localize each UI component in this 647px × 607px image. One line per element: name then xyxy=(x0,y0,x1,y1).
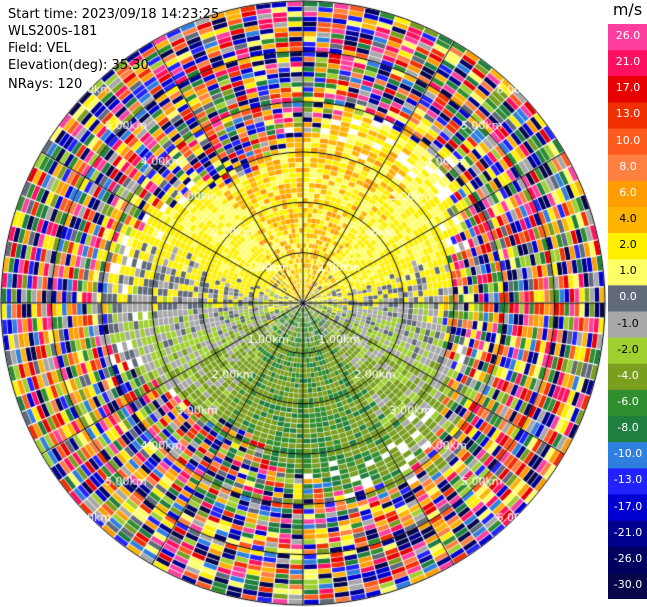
colorbar-swatch xyxy=(608,363,647,391)
colorbar-swatch xyxy=(608,389,647,417)
colorbar-tick-label: -26.0 xyxy=(613,551,643,565)
colorbar-swatch xyxy=(608,416,647,443)
field-label: Field: VEL xyxy=(8,41,71,56)
colorbar-swatch xyxy=(608,50,647,77)
colorbar-swatch xyxy=(608,546,647,574)
colorbar-tick-label: -6.0 xyxy=(617,394,639,408)
colorbar-tick-label: 21.0 xyxy=(615,55,641,69)
colorbar-swatch xyxy=(608,494,647,522)
colorbar-tick-label: 8.0 xyxy=(619,159,637,173)
colorbar-tick-label: -21.0 xyxy=(613,525,643,539)
ppi-plot xyxy=(0,0,608,607)
colorbar-tick-label: -10.0 xyxy=(613,447,643,461)
colorbar-swatch xyxy=(608,259,647,286)
colorbar-tick-label: -17.0 xyxy=(613,499,643,513)
colorbar-swatch xyxy=(608,311,647,339)
colorbar-tick-label: 26.0 xyxy=(615,29,641,43)
colorbar-swatch xyxy=(608,24,647,51)
colorbar-tick-label: -30.0 xyxy=(613,577,643,591)
colorbar-swatch xyxy=(608,180,647,208)
colorbar-tick-label: 13.0 xyxy=(615,107,641,121)
colorbar-swatch xyxy=(608,206,647,234)
colorbar-swatch xyxy=(608,102,647,130)
colorbar-swatch xyxy=(608,468,647,495)
colorbar xyxy=(608,24,647,599)
colorbar-swatch xyxy=(608,285,647,312)
colorbar-swatch xyxy=(608,128,647,156)
start-time-label: Start time: 2023/09/18 14:23:25 xyxy=(8,7,220,22)
colorbar-swatch xyxy=(608,442,647,469)
colorbar-tick-label: -13.0 xyxy=(613,473,643,487)
nrays-label: NRays: 120 xyxy=(8,77,83,92)
colorbar-swatch xyxy=(608,76,647,103)
colorbar-swatch xyxy=(608,154,647,182)
colorbar-tick-label: 17.0 xyxy=(615,81,641,95)
colorbar-tick-label: 2.0 xyxy=(619,238,637,252)
colorbar-tick-label: 6.0 xyxy=(619,185,637,199)
colorbar-tick-label: -4.0 xyxy=(617,368,639,382)
plot-info: Start time: 2023/09/18 14:23:25 WLS200s-… xyxy=(8,6,219,93)
colorbar-tick-label: 10.0 xyxy=(615,133,641,147)
colorbar-tick-label: -8.0 xyxy=(617,421,639,435)
colorbar-unit: m/s xyxy=(612,0,643,19)
colorbar-swatch xyxy=(608,520,647,548)
colorbar-swatch xyxy=(608,233,647,260)
colorbar-swatch xyxy=(608,337,647,365)
colorbar-swatch xyxy=(608,572,647,599)
colorbar-tick-label: -2.0 xyxy=(617,342,639,356)
elevation-label: Elevation(deg): 35.30 xyxy=(8,58,149,73)
colorbar-tick-label: 0.0 xyxy=(619,290,637,304)
colorbar-tick-label: 1.0 xyxy=(619,264,637,278)
instrument-label: WLS200s-181 xyxy=(8,24,98,39)
colorbar-tick-label: 4.0 xyxy=(619,212,637,226)
colorbar-tick-label: -1.0 xyxy=(617,316,639,330)
